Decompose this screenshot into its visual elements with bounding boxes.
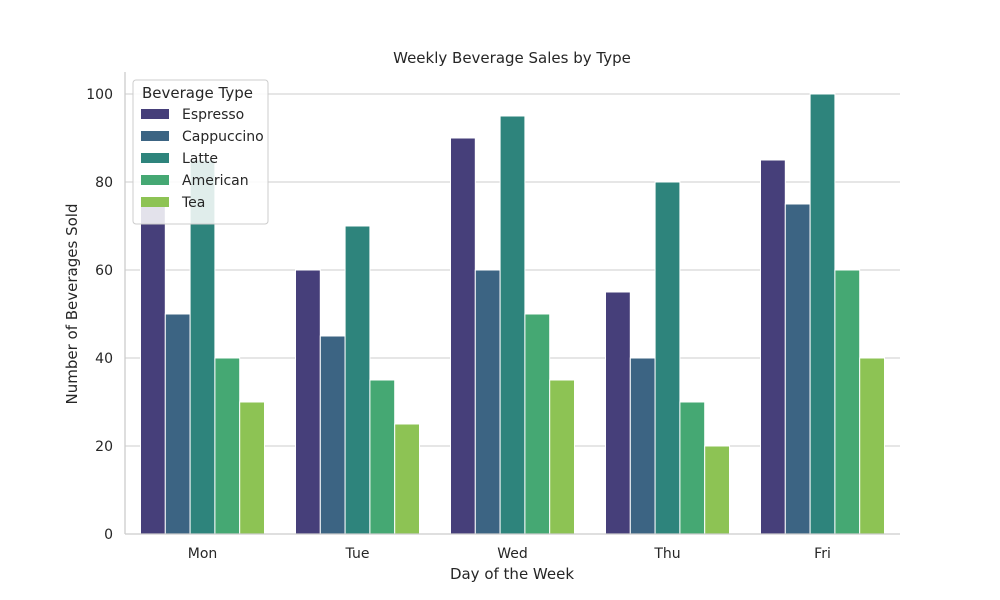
bar-cappuccino-fri [784,203,811,535]
bar-american-tue [369,379,396,535]
y-tick-label: 20 [95,439,113,455]
legend-label-espresso: Espresso [182,107,244,123]
bar-cappuccino-wed [474,269,501,535]
bar-latte-wed [499,115,526,535]
bar-tea-fri [859,357,886,535]
y-axis-label: Number of Beverages Sold [63,204,81,405]
bar-tea-wed [549,379,576,535]
x-tick-label: Tue [345,546,370,562]
x-tick-label: Mon [188,546,218,562]
bar-latte-fri [809,93,836,535]
x-axis-label: Day of the Week [450,565,574,583]
bar-american-mon [214,357,241,535]
bar-tea-tue [394,423,421,535]
bar-espresso-mon [140,203,166,535]
bar-cappuccino-thu [629,357,656,535]
legend-label-tea: Tea [181,195,205,211]
bar-latte-tue [344,225,371,535]
chart-title: Weekly Beverage Sales by Type [393,49,631,67]
y-tick-label: 0 [104,527,113,543]
bar-espresso-tue [295,269,321,535]
bar-espresso-fri [760,159,786,535]
bar-american-wed [524,313,551,535]
axes-layer: 0 20 40 60 80 100 Mon Tue Wed Thu Fri [86,72,900,562]
legend-swatch-cappuccino [141,131,169,141]
bar-american-fri [834,269,861,535]
legend-swatch-tea [141,197,169,207]
bar-american-thu [679,401,706,535]
bar-tea-mon [239,401,265,535]
bar-cappuccino-tue [319,335,346,535]
y-tick-label: 100 [86,87,113,103]
legend-swatch-american [141,175,169,185]
legend-label-cappuccino: Cappuccino [182,129,264,145]
legend-title: Beverage Type [142,84,253,102]
y-tick-label: 40 [95,351,113,367]
legend-swatch-latte [141,153,169,163]
legend-label-latte: Latte [182,151,218,167]
bar-tea-thu [704,445,731,535]
legend-label-american: American [182,173,249,189]
x-tick-label: Wed [497,546,528,562]
legend-swatch-espresso [141,109,169,119]
y-tick-label: 60 [95,263,113,279]
y-tick-label: 80 [95,175,113,191]
bar-latte-thu [654,181,681,535]
bar-cappuccino-mon [164,313,191,535]
bar-espresso-wed [450,137,476,535]
bar-espresso-thu [605,291,631,535]
x-tick-label: Fri [814,546,831,562]
legend: Beverage Type Espresso Cappuccino Latte Amer… [132,79,269,225]
x-tick-label: Thu [653,546,680,562]
